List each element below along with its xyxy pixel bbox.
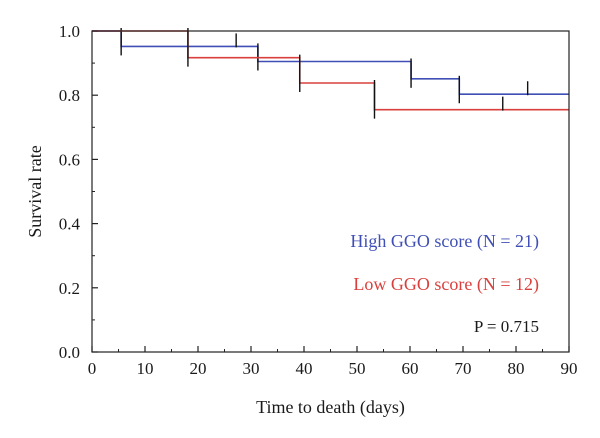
- x-tick-label: 90: [561, 359, 578, 378]
- y-tick-label: 0.2: [59, 279, 80, 298]
- y-axis-title: Survival rate: [25, 145, 45, 237]
- x-tick-label: 50: [349, 359, 366, 378]
- x-tick-label: 10: [137, 359, 154, 378]
- y-tick-label: 0.0: [59, 343, 80, 362]
- low-ggo-curve: [92, 30, 569, 111]
- legend-high-ggo: High GGO score (N = 21): [350, 231, 539, 252]
- y-tick-label: 1.0: [59, 22, 80, 41]
- x-axis-title: Time to death (days): [256, 397, 405, 418]
- x-tick-label: 60: [402, 359, 419, 378]
- y-tick-label: 0.4: [59, 215, 81, 234]
- y-tick-label: 0.6: [59, 150, 80, 169]
- x-tick-label: 40: [296, 359, 313, 378]
- p-value-annotation: P = 0.715: [474, 317, 539, 336]
- x-tick-label: 70: [455, 359, 472, 378]
- tick-layer: 0 10 20 30 40 50 60 70 80 90 0.0 0.2 0.4 0.6 0.8 1.0: [59, 22, 578, 378]
- x-tick-label: 0: [88, 359, 97, 378]
- plot-frame: [91, 30, 570, 353]
- x-tick-label: 80: [508, 359, 525, 378]
- series-layer: [92, 28, 569, 119]
- high-ggo-curve: [92, 30, 569, 96]
- x-tick-label: 20: [190, 359, 207, 378]
- x-tick-label: 30: [243, 359, 260, 378]
- legend-low-ggo: Low GGO score (N = 12): [353, 274, 539, 295]
- y-tick-label: 0.8: [59, 86, 80, 105]
